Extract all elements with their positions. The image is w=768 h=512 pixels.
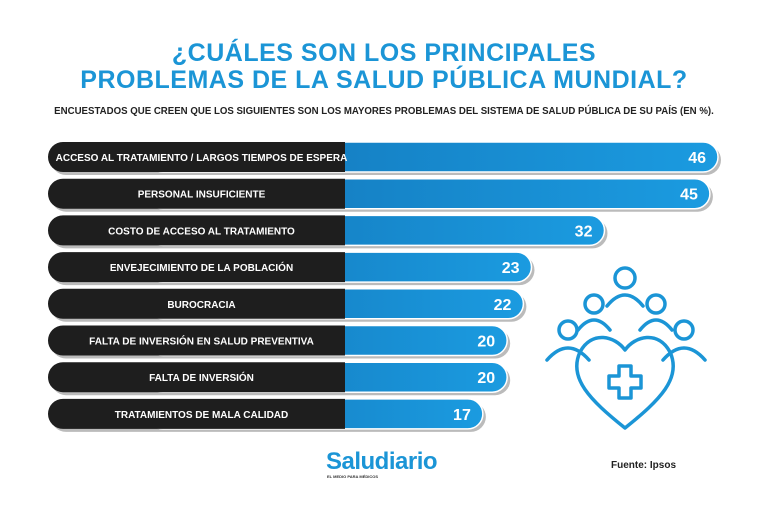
bar-category-label: ACCESO AL TRATAMIENTO / LARGOS TIEMPOS D… [56, 153, 348, 164]
bar-label-background [48, 325, 346, 356]
bar-category-label: BUROCRACIA [167, 300, 235, 311]
bar-label-background [48, 288, 346, 319]
bar-category-label: TRATAMIENTOS DE MALA CALIDAD [115, 410, 289, 421]
bar-value-label: 22 [494, 297, 512, 314]
bar-label-background [48, 252, 346, 283]
bar-label-background [48, 178, 346, 209]
bar-value-label: 20 [477, 334, 495, 351]
bar-category-label: FALTA DE INVERSIÓN [149, 371, 254, 384]
bar-row: FALTA DE INVERSIÓN EN SALUD PREVENTIVA 20 [48, 324, 511, 359]
chart-subtitle: ENCUESTADOS QUE CREEN QUE LOS SIGUIENTES… [54, 105, 714, 117]
saludiario-logo: Saludiario [326, 448, 438, 475]
bar-value-label: 46 [688, 150, 706, 167]
source-note: Fuente: Ipsos [611, 460, 677, 471]
bar-label-background [48, 398, 346, 429]
bar-label-background [48, 362, 346, 393]
bar-row: COSTO DE ACCESO AL TRATAMIENTO 32 [48, 214, 608, 249]
bar-category-label: FALTA DE INVERSIÓN EN SALUD PREVENTIVA [89, 335, 314, 348]
bar-row: PERSONAL INSUFICIENTE 45 [48, 177, 713, 212]
bar-value-label: 20 [477, 370, 495, 387]
bar-label-background [48, 142, 345, 172]
bar-row: FALTA DE INVERSIÓN 20 [48, 361, 511, 396]
heart-medical-cross-people-icon [545, 266, 707, 430]
bar-row: TRATAMIENTOS DE MALA CALIDAD 17 [48, 398, 486, 432]
bar-category-label: COSTO DE ACCESO AL TRATAMIENTO [108, 226, 295, 237]
bar-row: ENVEJECIMIENTO DE LA POBLACIÓN 23 [48, 251, 535, 286]
chart-title-line-2: PROBLEMAS DE LA SALUD PÚBLICA MUNDIAL? [80, 66, 688, 94]
bar-value-label: 32 [575, 223, 593, 240]
bar-row: BUROCRACIA 22 [48, 288, 527, 322]
bar-category-label: PERSONAL INSUFICIENTE [138, 190, 266, 201]
bar-row: ACCESO AL TRATAMIENTO / LARGOS TIEMPOS D… [48, 141, 721, 175]
bar-label-background [48, 215, 346, 246]
bar-category-label: ENVEJECIMIENTO DE LA POBLACIÓN [110, 261, 293, 274]
bar-value-label: 45 [680, 187, 698, 204]
bar-value-label: 17 [453, 407, 471, 424]
logo-tagline: EL MEDIO PARA MÉDICOS [327, 474, 379, 479]
bar-value-label: 23 [502, 260, 520, 277]
chart-title-line-1: ¿CUÁLES SON LOS PRINCIPALES [171, 39, 597, 67]
